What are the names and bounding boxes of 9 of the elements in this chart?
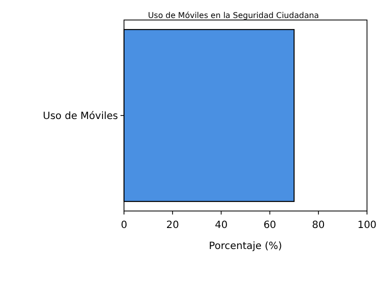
chart-title: Uso de Móviles en la Seguridad Ciudadana <box>148 11 320 20</box>
x-tick-label: 0 <box>120 220 128 231</box>
x-axis-title: Porcentaje (%) <box>208 241 282 252</box>
x-tick-label: 100 <box>357 220 377 231</box>
x-tick-label: 20 <box>166 220 179 231</box>
x-tick-label: 80 <box>312 220 325 231</box>
y-tick-label: Uso de Móviles <box>42 111 118 122</box>
x-tick-label: 60 <box>263 220 276 231</box>
x-tick-label: 40 <box>214 220 228 231</box>
